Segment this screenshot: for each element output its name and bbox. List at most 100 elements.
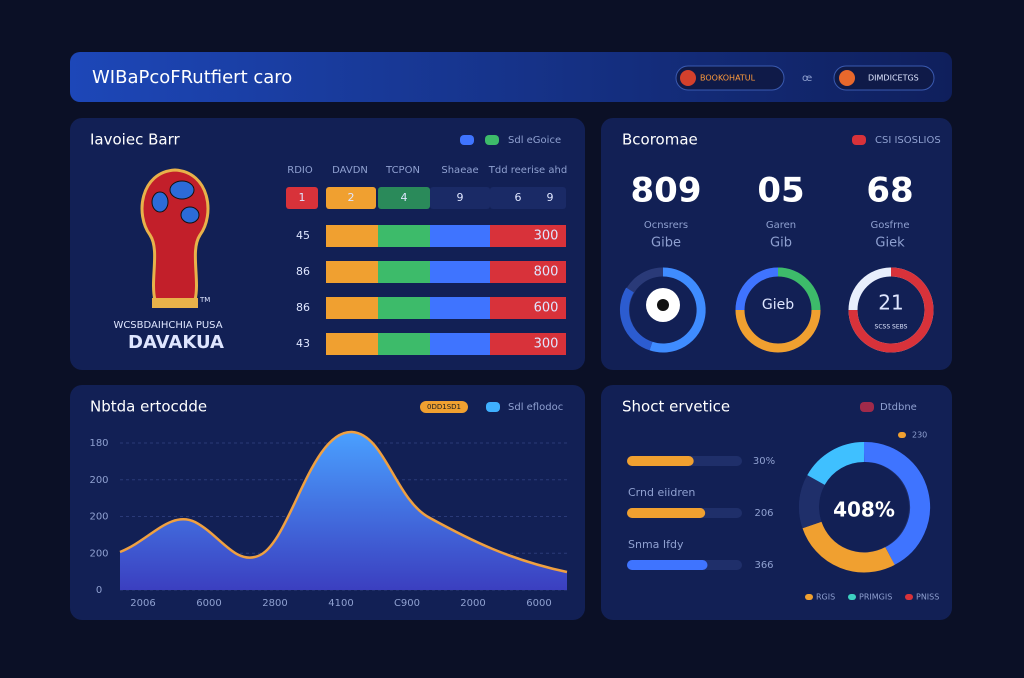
separator: œ — [802, 73, 812, 84]
bar-segment — [430, 261, 490, 283]
stat-value: 68 — [866, 171, 913, 211]
bar-label: Snma Ifdy — [628, 538, 684, 551]
trophy — [140, 168, 210, 308]
legend-swatch — [848, 594, 856, 600]
bar-fill — [627, 560, 708, 570]
cell — [490, 187, 566, 209]
x-label: 2000 — [460, 598, 485, 609]
stat-sub: Gib — [770, 236, 792, 251]
column-header: DAVDN — [332, 165, 368, 176]
legend-label: Sdl eflodoc — [508, 402, 563, 413]
bar-segment — [326, 225, 378, 247]
legend-swatch — [905, 594, 913, 600]
row-label: 86 — [296, 265, 310, 278]
x-label: 2800 — [262, 598, 287, 609]
column-header: Shaeae — [441, 165, 478, 176]
bar-segment — [430, 333, 490, 355]
stat-label: Garen — [766, 220, 796, 231]
legend-label: Dtdbne — [880, 402, 917, 413]
cell-text: 1 — [299, 191, 306, 204]
panel-title: Bcoromae — [622, 131, 698, 149]
bar-segment — [326, 261, 378, 283]
stat-sub: Gibe — [651, 236, 681, 251]
legend-swatch — [805, 594, 813, 600]
column-header: Tdd reerise ahd — [488, 165, 567, 176]
badge-icon — [839, 70, 855, 86]
column-header: RDIO — [287, 165, 313, 176]
donut-label: SCSS SEBS — [875, 324, 908, 331]
legend-label: PRIMGIS — [859, 593, 892, 602]
stat-label: Ocnsrers — [644, 220, 688, 231]
bar-segment — [430, 225, 490, 247]
legend-swatch — [485, 135, 499, 145]
legend-swatch — [486, 402, 500, 412]
donut-center: 408% — [833, 498, 895, 522]
bar-fill — [627, 508, 706, 518]
badge[interactable] — [675, 65, 785, 91]
bar-segment — [378, 261, 430, 283]
row-value: 800 — [534, 265, 559, 280]
donut — [848, 267, 934, 353]
cell-text: 6 — [515, 191, 522, 204]
x-label: 4100 — [328, 598, 353, 609]
badge[interactable] — [833, 65, 935, 91]
cell-text: 9 — [547, 191, 554, 204]
bar-segment — [326, 333, 378, 355]
bar-segment — [326, 297, 378, 319]
cell-text: 9 — [457, 191, 464, 204]
legend-swatch — [460, 135, 474, 145]
stat-value: 809 — [631, 171, 702, 211]
bar-label: Crnd eiidren — [628, 486, 695, 499]
bar-segment — [378, 333, 430, 355]
legend-label: PNISS — [916, 593, 939, 602]
bar-segment — [378, 225, 430, 247]
legend-swatch — [898, 432, 906, 438]
y-label: 200 — [89, 475, 108, 486]
row-value: 300 — [534, 337, 559, 352]
cell-text: 2 — [348, 191, 355, 204]
y-label: 200 — [89, 548, 108, 559]
x-label: 2006 — [130, 598, 155, 609]
donut-label: 21 — [878, 291, 903, 315]
panel-title: Shoct ervetice — [622, 398, 730, 416]
cell — [430, 187, 490, 209]
column-header: TCPON — [385, 165, 420, 176]
panel-title: Iavoiec Barr — [90, 131, 180, 149]
header-title: WIBaPcoFRutfiert caro — [92, 67, 292, 88]
x-label: 6000 — [196, 598, 221, 609]
bar-value: 206 — [754, 508, 773, 519]
row-label: 86 — [296, 301, 310, 314]
badge-text: BOOKOHATUL — [700, 74, 756, 83]
row-value: 300 — [534, 229, 559, 244]
cell — [378, 187, 430, 209]
y-label: 0 — [96, 585, 102, 596]
panel-title: Nbtda ertocdde — [90, 398, 207, 416]
stat-label: Gosfrne — [870, 220, 909, 231]
badge-icon — [680, 70, 696, 86]
legend-label: RGIS — [816, 593, 835, 602]
stat-sub: Giek — [875, 236, 905, 251]
bar-value: 30% — [753, 456, 775, 467]
badge-text: DIMDICETGS — [868, 74, 919, 83]
x-label: 6000 — [526, 598, 551, 609]
donut — [619, 267, 706, 353]
donut — [735, 267, 821, 353]
legend-label: 230 — [912, 431, 927, 440]
bar-fill — [627, 456, 694, 466]
bar-segment — [430, 297, 490, 319]
logo-tm: TM — [199, 296, 210, 304]
panel — [601, 118, 952, 370]
cell — [326, 187, 376, 209]
bar-segment — [490, 261, 566, 283]
legend-label: Sdl eGoice — [508, 135, 561, 146]
logo-text: WCSBDAIHCHIA PUSA — [113, 320, 222, 331]
legend-swatch — [860, 402, 874, 412]
legend-label: 0DD1SD1 — [427, 403, 461, 411]
bar-segment — [490, 333, 566, 355]
legend-label: CSI ISOSLIOS — [875, 135, 941, 146]
legend-badge — [420, 401, 468, 413]
row-label: 43 — [296, 337, 310, 350]
stat-value: 05 — [757, 171, 804, 211]
bar-segment — [490, 225, 566, 247]
